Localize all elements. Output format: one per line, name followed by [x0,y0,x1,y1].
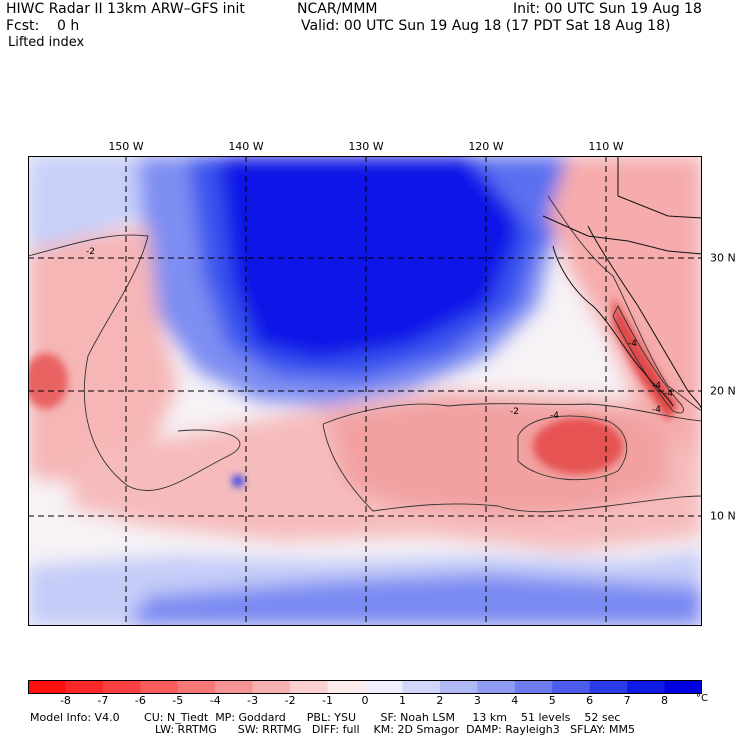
contour-label: -4 [652,381,661,391]
colorbar-swatch [589,680,628,694]
colorbar-swatch [552,680,591,694]
colorbar-swatch [177,680,216,694]
colorbar-tick-label: 6 [586,694,594,707]
contour-minus4-core [517,415,628,481]
hawaii-red [28,353,68,409]
forecast-hour: Fcst: 0 h [6,18,80,34]
init-time: Init: 00 UTC Sun 19 Aug 18 [513,1,702,17]
colorbar-tick-label: 3 [473,694,481,707]
colorbar-swatch [627,680,666,694]
colorbar-swatch [514,680,553,694]
colorbar-tick-label: 5 [548,694,556,707]
coastal-blue [468,156,568,256]
contour-label: -4 [664,389,673,399]
contour-label: -2 [86,247,95,257]
contour-minus2-west [28,234,241,491]
colorbar-swatch [327,680,366,694]
unstable-core-east [533,418,623,474]
land-pink [548,156,702,456]
colorbar-swatch [215,680,254,694]
colorbar-tick-label: 2 [436,694,444,707]
colorbar-tick-label: -1 [322,694,334,707]
colorbar-swatch [28,680,66,694]
lat-label-10n: 10 N [710,509,736,523]
lon-label-130w: 130 W [348,140,384,153]
colorbar-swatch [252,680,291,694]
colorbar-tick-label: -4 [209,694,221,707]
colorbar-swatch [402,680,441,694]
colorbar-tick-label: 4 [511,694,519,707]
model-title: HIWC Radar II 13km ARW–GFS init [6,1,245,17]
contour-minus4-gulf [612,304,684,414]
contour-minus2-north [547,195,702,412]
valid-time: Valid: 00 UTC Sun 19 Aug 18 (17 PDT Sat … [301,18,671,34]
colorbar-tick-label: 0 [361,694,369,707]
colorbar-swatch [140,680,179,694]
colorbar-tick-label: 7 [623,694,631,707]
colorbar-swatch [439,680,478,694]
colorbar-tick-label: 8 [661,694,669,707]
colorbar-tick-label: 1 [398,694,406,707]
colorbar-unit: °C [696,693,708,704]
colorbar-swatch [102,680,141,694]
model-info-line-1: Model Info: V4.0 CU: N_Tiedt MP: Goddard… [30,711,621,724]
border-us-mexico [542,215,702,255]
colorbar-swatch [365,680,403,694]
contour-label: -2 [510,407,519,417]
colorbar-swatch [65,680,104,694]
blue-spot [232,475,244,487]
colorbar-tick-label: -6 [134,694,146,707]
lat-label-30n: 30 N [710,251,736,265]
contour-label: -4 [628,339,637,349]
west-pink [28,226,178,486]
field-name: Lifted index [8,35,85,50]
organization-label: NCAR/MMM [297,1,378,17]
lat-label-20n: 20 N [710,384,736,398]
map-frame [28,156,702,626]
colorbar-swatch [290,680,329,694]
colorbar-tick-label: -8 [59,694,71,707]
state-border [617,156,702,219]
colorbar-swatch [664,680,702,694]
colorbar-swatch [477,680,516,694]
colorbar-tick-label: -5 [172,694,184,707]
colorbar-tick-label: -2 [284,694,296,707]
lon-label-120w: 120 W [468,140,504,153]
contour-label: -4 [550,411,559,421]
colorbar-tick-label: -3 [247,694,259,707]
lon-label-140w: 140 W [228,140,264,153]
colorbar-frame [28,680,702,694]
south-mid-blue [128,574,702,626]
colorbar [28,680,702,694]
contour-minus2-central [322,403,702,513]
lon-label-150w: 150 W [108,140,144,153]
model-info-line-2: LW: RRTMG SW: RRTMG DIFF: full KM: 2D Sm… [155,723,635,736]
coastline-baja [552,245,674,407]
contour-label: -4 [652,405,661,415]
lon-label-110w: 110 W [588,140,624,153]
colorbar-tick-label: -7 [97,694,109,707]
lifted-index-map: -2 -2 -4 -4 -4 -4 -4 [28,156,702,626]
coastline-mainland [587,225,702,412]
